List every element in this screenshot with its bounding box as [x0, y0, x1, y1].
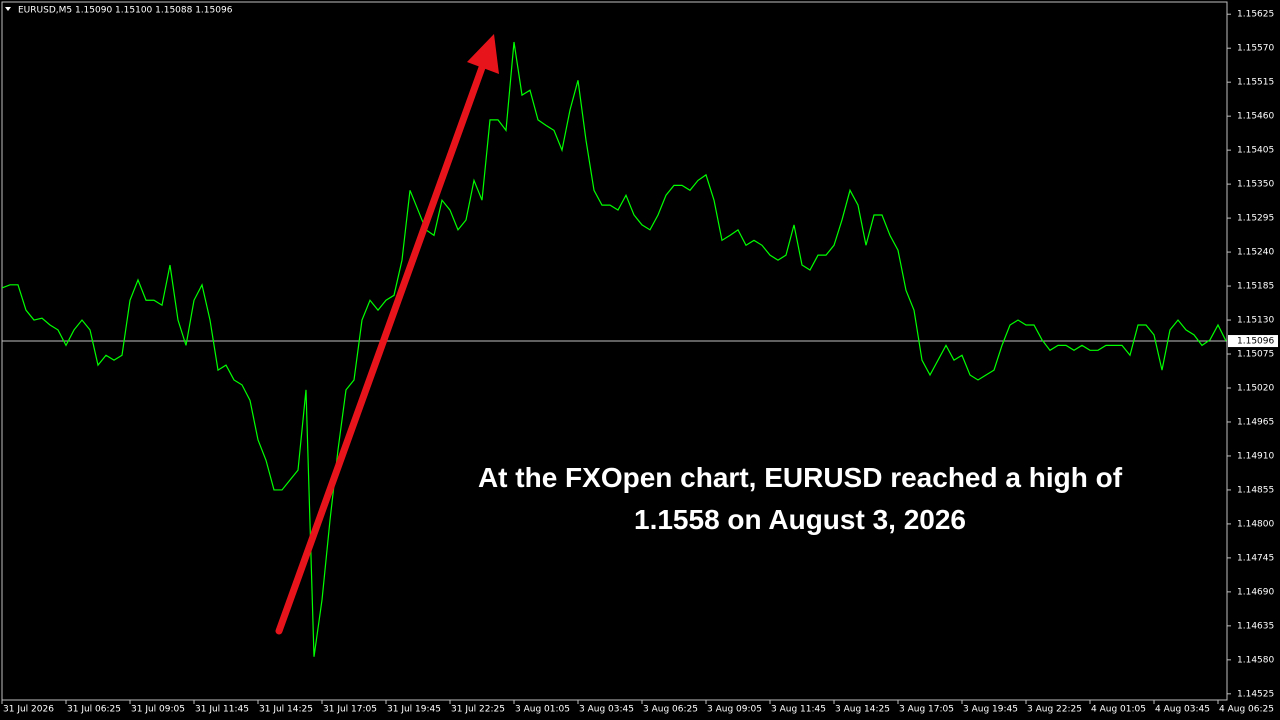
arrow-shaft	[275, 58, 488, 635]
x-tick-label: 3 Aug 11:45	[771, 705, 826, 715]
marks: 1.15625 1.15570 1.15515 1.15460 1.15405 1.153…	[1, 10, 1278, 715]
chart-header: EURUSD,M5 1.15090 1.15100 1.15088 1.1509…	[18, 6, 233, 16]
y-tick-label: 1.14525	[1237, 689, 1274, 699]
x-tick-label: 31 Jul 22:25	[451, 705, 505, 715]
x-tick-label: 3 Aug 06:25	[643, 705, 698, 715]
annotation: At the FXOpen chart, EURUSD reached a hi…	[477, 462, 1123, 535]
y-tick-label: 1.15020	[1237, 383, 1274, 393]
y-tick-label: 1.14690	[1237, 587, 1274, 597]
y-tick-label: 1.14745	[1237, 553, 1274, 563]
x-tick-label: 4 Aug 06:25	[1219, 705, 1274, 715]
current-price-label: 1.15096	[1237, 337, 1274, 347]
y-tick-label: 1.15240	[1237, 248, 1274, 258]
y-tick-label: 1.15570	[1237, 44, 1274, 54]
plot-frame	[1, 1, 1228, 701]
price-line	[1, 41, 1227, 657]
y-tick-label: 1.15515	[1237, 78, 1274, 88]
x-tick-label: 3 Aug 17:05	[899, 705, 954, 715]
y-tick-label: 1.14855	[1237, 485, 1274, 495]
y-tick-label: 1.14800	[1237, 519, 1274, 529]
x-tick-label: 4 Aug 03:45	[1155, 705, 1210, 715]
x-tick-label: 31 Jul 14:25	[259, 705, 313, 715]
x-tick-label: 3 Aug 01:05	[515, 705, 570, 715]
y-tick-label: 1.15130	[1237, 316, 1274, 326]
menu-arrow	[5, 7, 11, 11]
x-tick-label: 3 Aug 03:45	[579, 705, 634, 715]
y-tick-label: 1.14965	[1237, 417, 1274, 427]
y-tick-label: 1.15625	[1237, 10, 1274, 20]
y-tick-label: 1.15295	[1237, 214, 1274, 224]
x-tick-label: 31 Jul 17:05	[323, 705, 377, 715]
x-tick-label: 3 Aug 19:45	[963, 705, 1018, 715]
y-tick-label: 1.14580	[1237, 655, 1274, 665]
y-tick-label: 1.14910	[1237, 451, 1274, 461]
y-tick-label: 1.15460	[1237, 112, 1274, 122]
current-price-box	[1228, 335, 1278, 348]
y-tick-label: 1.15350	[1237, 180, 1274, 190]
arrow	[275, 34, 499, 635]
y-tick-label: 1.15185	[1237, 282, 1274, 292]
x-tick-label: 3 Aug 14:25	[835, 705, 890, 715]
x-tick-label: 31 Jul 09:05	[131, 705, 185, 715]
x-tick-label: 3 Aug 09:05	[707, 705, 762, 715]
x-tick-label: 4 Aug 01:05	[1091, 705, 1146, 715]
x-tick-label: 3 Aug 22:25	[1027, 705, 1082, 715]
y-tick-label: 1.15075	[1237, 350, 1274, 360]
y-tick-label: 1.14635	[1237, 621, 1274, 631]
arrow-head	[467, 34, 499, 74]
y-tick-label: 1.15405	[1237, 146, 1274, 156]
x-tick-label: 31 Jul 19:45	[387, 705, 441, 715]
x-tick-label: 31 Jul 11:45	[195, 705, 249, 715]
x-tick-label: 31 Jul 06:25	[67, 705, 121, 715]
x-tick-label: 31 Jul 2026	[3, 705, 54, 715]
